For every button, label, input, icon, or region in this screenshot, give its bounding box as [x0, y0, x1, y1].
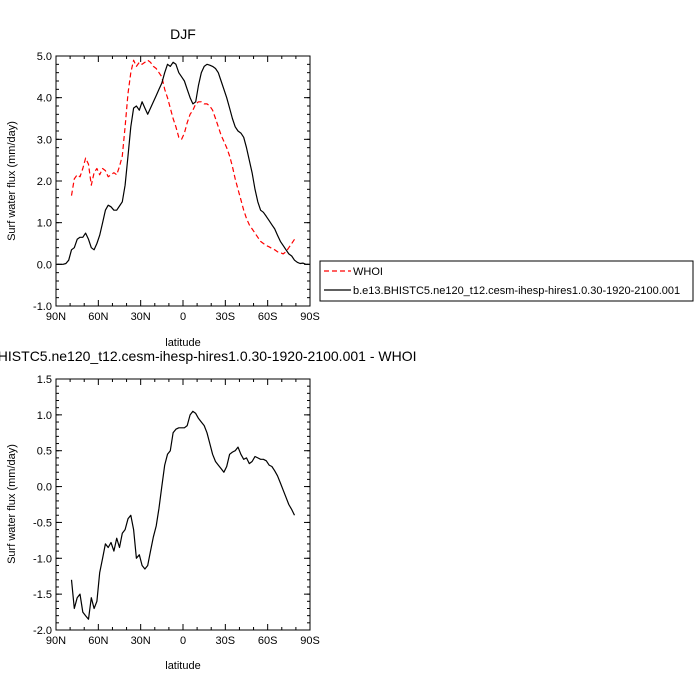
bottom-panel: b.e13.BHISTC5.ne120_t12.cesm-ihesp-hires… — [0, 348, 416, 672]
x-tick-label: 60N — [88, 635, 108, 647]
legend: WHOI b.e13.BHISTC5.ne120_t12.cesm-ihesp-… — [319, 260, 694, 302]
bottom-axis-ticks: 90N 60N 30N 0 30S 60S 90S -2.0 -1.5 -1.0 -0.5 0.0 0.… — [33, 374, 320, 647]
top-axis-ticks: 90N 60N 30N 0 30S 60S 90S -1.0 0.0 1.0 2.0 3.0 4.0 5.… — [33, 51, 320, 323]
y-tick-label: -1.0 — [33, 301, 52, 313]
x-tick-label: 90N — [46, 311, 66, 323]
y-tick-label: 3.0 — [37, 134, 52, 146]
x-tick-label: 0 — [180, 311, 186, 323]
top-chart-title: DJF — [170, 26, 196, 42]
y-tick-label: -2.0 — [33, 625, 52, 637]
series-line-whoi — [70, 59, 295, 255]
legend-label-whoi: WHOI — [353, 266, 383, 278]
y-tick-label: 0.0 — [37, 259, 52, 271]
x-tick-label: 60N — [88, 311, 108, 323]
x-tick-label: 90N — [46, 635, 66, 647]
top-y-axis-label: Surf water flux (mm/day) — [6, 121, 18, 241]
bottom-plot-lines — [70, 410, 296, 620]
top-x-axis-label: latitude — [165, 337, 200, 349]
y-tick-label: 2.0 — [37, 176, 52, 188]
bottom-plot-frame — [55, 378, 311, 631]
x-tick-label: 90S — [300, 311, 320, 323]
y-tick-label: 1.0 — [37, 218, 52, 230]
y-tick-label: 4.0 — [37, 93, 52, 105]
y-tick-label: -1.0 — [33, 553, 52, 565]
bottom-chart-title: b.e13.BHISTC5.ne120_t12.cesm-ihesp-hires… — [0, 348, 416, 364]
legend-label-model: b.e13.BHISTC5.ne120_t12.cesm-ihesp-hires… — [353, 285, 680, 297]
x-tick-label: 30S — [216, 635, 236, 647]
y-tick-label: 0.5 — [37, 446, 52, 458]
series-line-b-e13-bhistc5-ne120-t12-cesm-i — [57, 61, 309, 265]
bottom-x-axis-label: latitude — [165, 660, 200, 672]
top-plot-frame — [55, 55, 311, 307]
legend-box — [319, 260, 694, 302]
y-tick-label: 1.0 — [37, 410, 52, 422]
y-tick-label: -0.5 — [33, 517, 52, 529]
top-plot-lines — [57, 59, 309, 265]
top-panel: DJF 90N 60N 30N 0 30S 60S 90S -1.0 0.0 1.0 2.0 3.0 4… — [6, 26, 320, 349]
series-line-difference — [70, 410, 296, 620]
y-tick-label: 0.0 — [37, 482, 52, 494]
y-tick-label: 1.5 — [37, 374, 52, 386]
x-tick-label: 60S — [258, 311, 278, 323]
x-tick-label: 0 — [180, 635, 186, 647]
x-tick-label: 90S — [300, 635, 320, 647]
y-tick-label: -1.5 — [33, 589, 52, 601]
x-tick-label: 30S — [216, 311, 236, 323]
bottom-y-axis-label: Surf water flux (mm/day) — [6, 444, 18, 564]
x-tick-label: 30N — [131, 311, 151, 323]
y-tick-label: 5.0 — [37, 51, 52, 63]
x-tick-label: 30N — [131, 635, 151, 647]
x-tick-label: 60S — [258, 635, 278, 647]
